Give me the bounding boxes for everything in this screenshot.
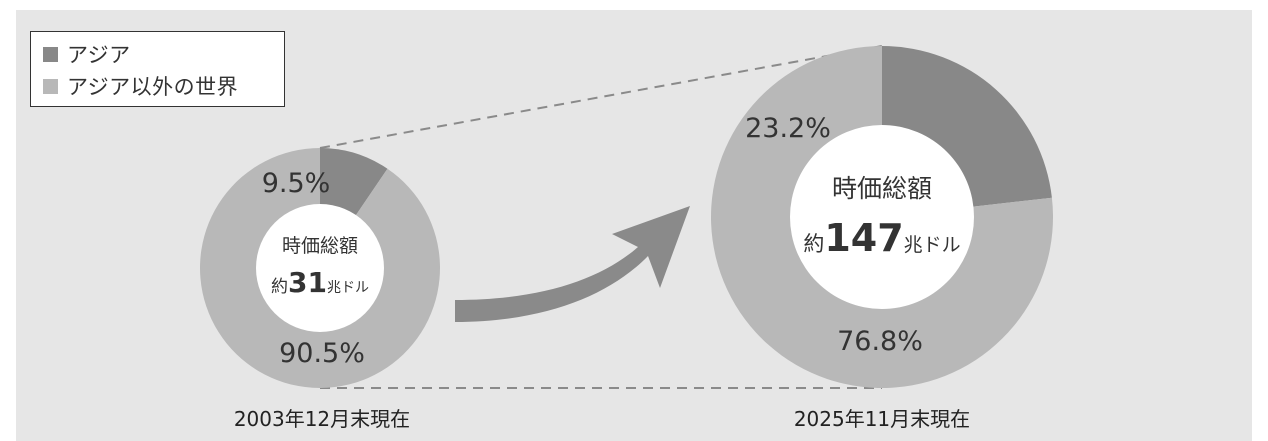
donut-2003: 時価総額 約31兆ドル 9.5% 90.5% — [200, 148, 440, 388]
donut-2025-center — [790, 125, 974, 309]
donut-2003-slice-label-rest: 90.5% — [279, 338, 365, 369]
donut-2003-center-unit: 兆ドル — [327, 280, 369, 296]
donut-2003-caption: 2003年12月末現在 — [234, 407, 410, 431]
donut-2025: 時価総額 約147兆ドル 23.2% 76.8% — [711, 46, 1054, 388]
donut-2025-center-value: 147 — [824, 216, 903, 260]
legend-label-asia: アジア — [67, 43, 131, 67]
donut-2025-center-title: 時価総額 — [832, 174, 932, 203]
legend-swatch-asia — [43, 46, 58, 62]
donut-2025-slice-label-rest: 76.8% — [837, 326, 923, 357]
legend-item-asia: アジア — [43, 38, 284, 70]
donut-2025-center-amount: 約147兆ドル — [803, 216, 960, 260]
legend-swatch-rest-of-world — [43, 78, 58, 94]
growth-arrow — [455, 206, 690, 322]
donut-2025-caption: 2025年11月末現在 — [794, 407, 970, 431]
donut-2025-center-prefix: 約 — [803, 232, 824, 256]
legend: アジア アジア以外の世界 — [30, 31, 285, 107]
donut-2003-center-amount: 約31兆ドル — [271, 266, 369, 299]
donut-2003-slice-label-asia: 9.5% — [262, 168, 331, 199]
donut-2025-slice-label-asia: 23.2% — [745, 113, 831, 144]
donut-2003-center-title: 時価総額 — [282, 235, 358, 257]
donut-2003-center — [256, 204, 384, 332]
donut-2003-center-prefix: 約 — [271, 277, 288, 297]
donut-2003-center-value: 31 — [288, 266, 327, 299]
legend-label-rest-of-world: アジア以外の世界 — [67, 75, 239, 99]
legend-item-rest-of-world: アジア以外の世界 — [43, 70, 284, 102]
donut-2025-center-unit: 兆ドル — [904, 234, 961, 256]
